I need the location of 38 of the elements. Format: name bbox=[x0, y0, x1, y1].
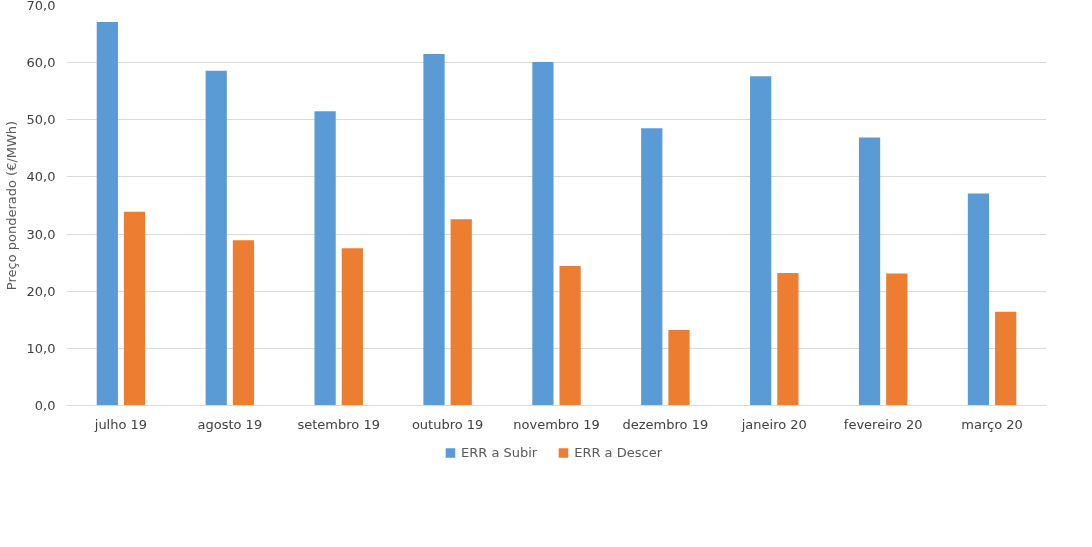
bar bbox=[641, 128, 663, 406]
x-tick-label: novembro 19 bbox=[513, 416, 600, 432]
legend-label: ERR a Subir bbox=[460, 444, 538, 460]
bar bbox=[232, 240, 255, 406]
bar bbox=[96, 22, 118, 406]
y-tick-label: 30,0 bbox=[26, 226, 56, 242]
y-tick-label: 50,0 bbox=[26, 112, 56, 128]
y-axis-title: Preço ponderado (€/MWh) bbox=[3, 120, 19, 291]
bar bbox=[205, 70, 227, 406]
legend-label: ERR a Descer bbox=[574, 444, 663, 460]
y-tick-label: 40,0 bbox=[26, 169, 56, 185]
bar bbox=[123, 211, 146, 406]
x-tick-label: fevereiro 20 bbox=[843, 416, 923, 432]
y-tick-label: 20,0 bbox=[26, 283, 56, 299]
bar bbox=[995, 311, 1017, 406]
bar bbox=[341, 248, 363, 406]
bar bbox=[532, 62, 554, 406]
y-tick-label: 10,0 bbox=[26, 340, 56, 356]
bar bbox=[858, 137, 881, 406]
x-tick-label: agosto 19 bbox=[197, 416, 263, 432]
bar bbox=[967, 193, 990, 406]
x-tick-label: dezembro 19 bbox=[622, 416, 709, 432]
x-tick-label: outubro 19 bbox=[411, 416, 484, 432]
x-tick-label: julho 19 bbox=[93, 416, 148, 432]
y-tick-label: 70,0 bbox=[26, 0, 56, 13]
y-tick-label: 60,0 bbox=[26, 55, 56, 71]
bar bbox=[886, 273, 908, 406]
bar bbox=[559, 266, 581, 406]
bar bbox=[314, 111, 336, 406]
x-tick-label: janeiro 20 bbox=[740, 416, 807, 432]
x-tick-label: março 20 bbox=[961, 416, 1023, 432]
x-tick-label: setembro 19 bbox=[297, 416, 380, 432]
bar bbox=[423, 54, 445, 406]
bar bbox=[450, 219, 472, 406]
y-tick-label: 0,0 bbox=[34, 398, 56, 413]
bar bbox=[777, 272, 799, 406]
bar bbox=[668, 330, 690, 406]
bar bbox=[750, 76, 772, 406]
